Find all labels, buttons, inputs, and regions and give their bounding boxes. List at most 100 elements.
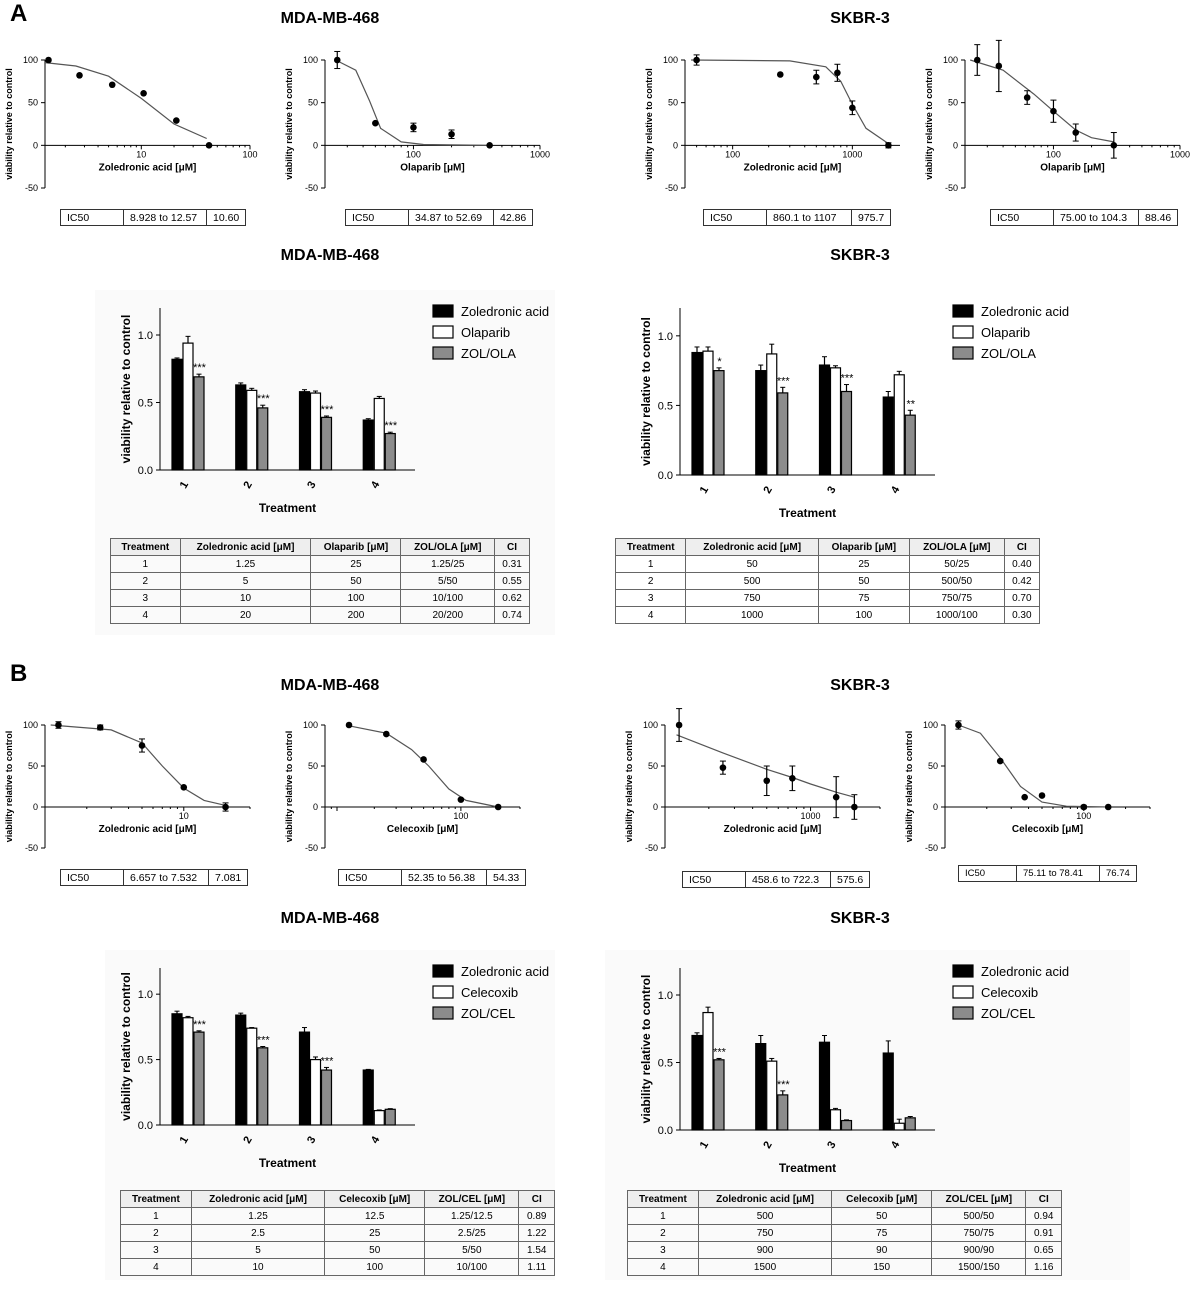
data-point: [789, 775, 796, 782]
panel-label-b: B: [10, 660, 28, 687]
ic50-label: IC50: [60, 869, 124, 886]
ic50-label: IC50: [60, 209, 124, 226]
table-cell: 5: [179, 572, 312, 590]
legend-label: ZOL/OLA: [461, 346, 516, 361]
column-header: ZOL/CEL [μM]: [424, 1190, 520, 1208]
column-header: CI: [518, 1190, 555, 1208]
data-point: [813, 73, 820, 81]
x-tick-label: 1000: [842, 149, 862, 159]
table-cell: 10: [179, 589, 312, 607]
bar: [298, 391, 311, 471]
table-cell: 1.22: [518, 1224, 555, 1242]
significance-label: ***: [193, 362, 207, 374]
significance-label: ***: [321, 1055, 335, 1067]
table-cell: 2: [110, 572, 181, 590]
legend-label: Zoledronic acid: [461, 964, 549, 979]
x-axis-label: Treatment: [259, 1156, 316, 1170]
data-point: [996, 757, 1004, 765]
bar: [235, 1014, 247, 1126]
x-tick-label: 100: [725, 149, 740, 159]
table-cell: 1: [627, 1207, 699, 1225]
column-header: Zoledronic acid [μM]: [190, 1190, 326, 1208]
x-tick-label: 2: [761, 1140, 774, 1151]
column-header: Zoledronic acid [μM]: [179, 538, 312, 556]
bar: [362, 419, 374, 471]
bar: [755, 370, 767, 476]
bar: [904, 414, 916, 476]
bar: [829, 367, 842, 476]
y-tick-label: 100: [23, 720, 38, 730]
data-point: [108, 81, 116, 89]
table-cell: 0.89: [518, 1207, 555, 1225]
table-row: 3 5 50 5/50 1.54: [120, 1241, 555, 1259]
significance-label: *: [717, 356, 722, 368]
x-tick-label: 4: [369, 1134, 383, 1146]
bar-chart: 0.0 0.5 1.0 viability relative to control **…: [119, 964, 549, 1170]
dose-response-chart: -50 0 50 100 1000 Zoledronic acid [μM] viabili…: [624, 708, 881, 853]
bar: [257, 1047, 269, 1126]
table-cell: 0.91: [1025, 1224, 1062, 1242]
data-point: [180, 784, 188, 791]
data-point: [140, 89, 147, 97]
bar: [691, 351, 703, 476]
column-header: CI: [1025, 1190, 1062, 1208]
data-point: [955, 721, 962, 729]
table-cell: 750: [697, 1224, 833, 1242]
data-point: [1110, 142, 1118, 149]
table-cell: 1: [614, 555, 687, 573]
data-point: [693, 56, 700, 64]
table-cell: 100: [310, 589, 402, 607]
table-cell: 75: [831, 1224, 933, 1242]
ic50-table: IC50 75.00 to 104.3 88.46: [990, 209, 1179, 226]
table-cell: 25: [324, 1224, 426, 1242]
column-header: Treatment: [614, 538, 687, 556]
column-header: Zoledronic acid [μM]: [685, 538, 819, 556]
x-tick-label: 3: [305, 480, 318, 491]
legend-swatch: [432, 325, 454, 339]
data-point: [76, 72, 83, 79]
table-row: 1 1.25 12.5 1.25/12.5 0.89: [120, 1207, 555, 1225]
table-cell: 4: [120, 1258, 192, 1276]
bar: [840, 390, 853, 476]
title-b-bar-mda: MDA-MB-468: [280, 910, 380, 927]
bar: [713, 1059, 725, 1131]
x-tick-label: 1000: [530, 149, 550, 159]
table-cell: 1500/150: [931, 1258, 1027, 1276]
table-cell: 3: [120, 1241, 192, 1259]
bar: [713, 370, 725, 476]
table-cell: 1.25/25: [400, 555, 496, 573]
dose-response-chart: -50 0 50 100 10 Zoledronic acid [μM] viability…: [4, 720, 251, 853]
significance-label: ***: [713, 1046, 727, 1058]
table-cell: 0.62: [494, 589, 530, 607]
ic50-range: 458.6 to 722.3: [745, 871, 831, 888]
significance-label: ***: [321, 404, 335, 416]
table-row: 1 50 25 50/25 0.40: [614, 555, 1041, 573]
legend-swatch: [952, 325, 974, 339]
ic50-range: 52.35 to 56.38: [401, 869, 487, 886]
x-tick-label: 10: [179, 811, 189, 821]
table-cell: 150: [831, 1258, 933, 1276]
column-header: ZOL/OLA [μM]: [908, 538, 1005, 556]
table-row: 1 1.25 25 1.25/25 0.31: [110, 555, 530, 573]
ic50-label: IC50: [345, 209, 409, 226]
data-point: [138, 742, 146, 749]
dose-response-chart: -50 0 50 100 100 Celecoxib [μM] viability rela…: [284, 720, 521, 853]
y-tick-label: -50: [645, 843, 658, 853]
column-header: ZOL/OLA [μM]: [400, 538, 496, 556]
table-cell: 25: [817, 555, 910, 573]
data-point: [1104, 803, 1112, 811]
legend-swatch: [952, 964, 974, 978]
x-axis-label: Zoledronic acid [μM]: [744, 162, 842, 173]
table-cell: 0.94: [1025, 1207, 1062, 1225]
title-a-dose-skbr: SKBR-3: [830, 10, 890, 27]
y-tick-label: 100: [943, 55, 958, 65]
y-axis-label: viability relative to control: [904, 731, 914, 843]
dose-response-chart: -50 0 50 100 100 1000 Olaparib [μM] viability r…: [924, 39, 1190, 193]
table-row: 3 750 75 750/75 0.70: [614, 589, 1041, 607]
legend-swatch: [432, 964, 454, 978]
y-axis-label: viability relative to control: [644, 68, 654, 180]
table-cell: 1: [110, 555, 181, 573]
bar: [882, 1052, 894, 1131]
table-header-row: Treatment Zoledronic acid [μM] Celecoxib […: [120, 1190, 555, 1208]
